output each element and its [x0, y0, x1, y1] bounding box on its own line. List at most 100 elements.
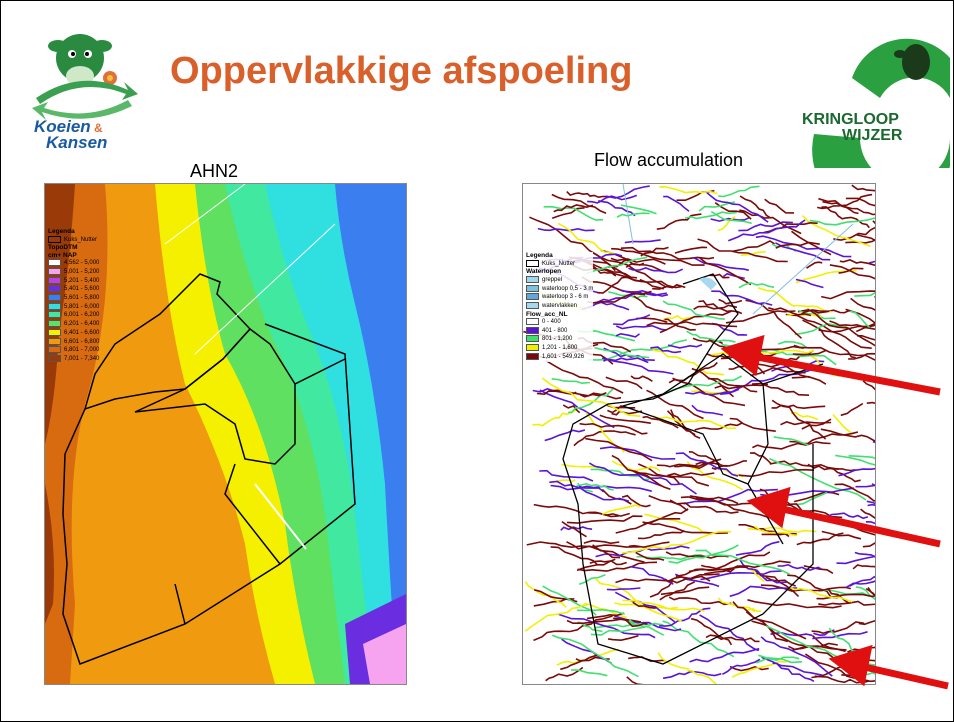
stream-segment	[771, 404, 826, 410]
stream-segment	[597, 276, 633, 294]
waterloop-legend-swatch	[526, 301, 539, 309]
stream-segment	[601, 357, 674, 375]
stream-segment	[760, 636, 833, 677]
stream-segment	[764, 348, 837, 366]
ahn2-legend-class-label: 6,801 - 7,000	[64, 347, 100, 354]
stream-segment	[760, 574, 787, 584]
stream-segment	[590, 626, 646, 636]
stream-segment	[594, 292, 667, 305]
stream-segment	[578, 573, 606, 586]
stream-segment	[777, 340, 808, 349]
stream-segment	[686, 330, 736, 343]
stream-segment	[640, 246, 669, 257]
stream-segment	[821, 530, 862, 540]
stream-segment	[795, 491, 828, 506]
stream-segment	[796, 532, 844, 546]
stream-segment	[586, 256, 648, 275]
stream-segment	[755, 656, 800, 664]
waterloop-legend-label: greppel	[542, 276, 563, 283]
waterloop-legend-swatch	[526, 293, 539, 301]
arrow-top-head	[720, 334, 765, 377]
stream-segment	[589, 560, 627, 566]
waterloop-legend-label: waterloop 0,5 - 3 m	[542, 285, 594, 292]
stream-segment	[729, 585, 798, 598]
waterlopen-title: Waterlopen	[526, 268, 562, 276]
stream-segment	[662, 300, 725, 320]
ahn2-caption: AHN2	[190, 161, 239, 181]
stream-segment	[822, 200, 881, 216]
stream-segment	[704, 560, 791, 575]
stream-segment	[557, 222, 616, 255]
flow-accumulation-caption: Flow accumulation	[594, 150, 744, 170]
stream-segment	[700, 570, 782, 581]
ahn2-legend: Legenda Kuks_Nutter TopoDTM cm+ NAP 4,56…	[48, 228, 99, 364]
stream-segment	[544, 429, 586, 442]
stream-segment	[648, 495, 688, 512]
logo-kringloop-text: KRINGLOOP	[802, 111, 899, 128]
ahn2-legend-class-row: 6,601 - 6,800	[48, 337, 99, 347]
stream-segment	[577, 561, 658, 572]
flow-legend-class-swatch	[526, 344, 539, 352]
ahn2-legend-class-row: 4,562 - 5,000	[48, 259, 99, 268]
flow-legend-class-row: 0 - 400	[526, 318, 593, 327]
stream-segment	[662, 620, 735, 658]
stream-segment	[718, 185, 760, 198]
stream-segment	[757, 287, 832, 313]
flow-legend: Legenda Kuks_Nutter Waterlopen greppel wa…	[526, 252, 594, 362]
stream-segment	[725, 310, 796, 324]
ahn2-legend-class-swatch	[48, 268, 61, 276]
stream-segment	[667, 343, 703, 349]
stream-segment	[704, 190, 769, 223]
ahn2-legend-class-label: 6,401 - 6,600	[64, 329, 100, 336]
stream-segment	[710, 216, 751, 222]
stream-segment	[615, 332, 640, 338]
stream-segment	[752, 441, 831, 450]
stream-segment	[585, 437, 653, 462]
stream-segment	[738, 468, 815, 478]
stream-segment	[587, 194, 638, 204]
stream-segment	[761, 656, 823, 676]
stream-segment	[755, 235, 852, 258]
stream-segment	[827, 587, 850, 604]
stream-segment	[722, 658, 761, 676]
stream-segment	[650, 346, 725, 376]
ahn2-legend-class-row: 6,201 - 6,400	[48, 320, 99, 329]
logo-kansen-text: Kansen	[46, 133, 107, 152]
ahn2-legend-class-row: 7,001 - 7,340	[48, 354, 99, 364]
stream-segment	[594, 577, 682, 622]
stream-segment	[769, 457, 867, 501]
waterloop-legend-row: waterloop 0,5 - 3 m	[526, 284, 594, 294]
stream-segment	[656, 462, 707, 468]
legend-title: Legenda	[48, 228, 75, 235]
stream-segment	[579, 422, 648, 435]
stream-segment	[562, 404, 581, 414]
flow-accumulation-map: Legenda Kuks_Nutter Waterlopen greppel wa…	[522, 183, 954, 702]
stream-segment	[635, 551, 665, 561]
stream-segment	[675, 566, 748, 578]
stream-segment	[845, 197, 879, 207]
stream-segment	[686, 461, 744, 491]
arrow-middle	[777, 504, 941, 548]
stream-segment	[773, 436, 809, 447]
flow-legend-class-label: 401 - 800	[542, 327, 568, 334]
stream-segment	[832, 414, 853, 435]
stream-segment	[566, 618, 641, 624]
stream-segment	[621, 289, 669, 297]
stream-segment	[806, 261, 823, 269]
stream-segment	[635, 471, 697, 495]
legend-layer: TopoDTM	[48, 244, 78, 252]
stream-segment	[539, 469, 594, 482]
stream-segment	[603, 347, 655, 361]
ahn2-legend-class-swatch	[48, 302, 61, 310]
stream-segment	[689, 647, 760, 663]
stream-segment	[586, 612, 625, 620]
arrow-middle-head	[746, 486, 791, 529]
stream-segment	[606, 587, 641, 591]
stream-segment	[644, 513, 713, 535]
stream-segment	[738, 281, 775, 289]
stream-segment	[786, 312, 822, 318]
stream-segment	[695, 549, 791, 576]
stream-segment	[662, 314, 694, 321]
stream-segment	[707, 377, 758, 393]
ahn2-legend-class-label: 5,801 - 6,000	[64, 303, 100, 310]
